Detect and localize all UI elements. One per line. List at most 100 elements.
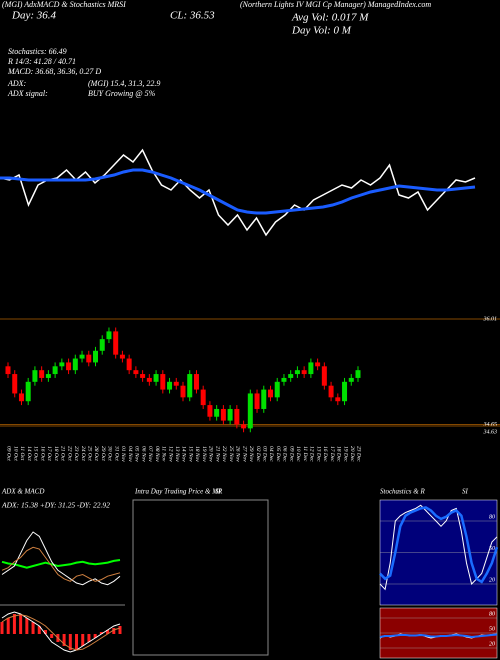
x-tick-label: 17 Dec bbox=[329, 446, 335, 462]
candle-body bbox=[261, 389, 267, 409]
candle-body bbox=[93, 350, 98, 363]
line-series bbox=[0, 148, 476, 237]
adx-text: ADX: bbox=[7, 79, 27, 88]
x-tick-label: 27 Nov bbox=[241, 446, 247, 462]
x-tick-label: 14 Nov bbox=[181, 446, 188, 462]
macd-bar bbox=[25, 618, 29, 634]
x-tick-label: 22 Oct bbox=[66, 446, 72, 461]
x-tick-label: 02 Dec bbox=[255, 446, 261, 462]
macd-bar bbox=[106, 630, 110, 634]
candle-body bbox=[133, 370, 139, 375]
adx-signal-label: ADX signal: bbox=[7, 89, 48, 98]
candle-body bbox=[207, 405, 213, 417]
rsi-text: R 14/3: 41.28 / 40.71 bbox=[7, 57, 76, 66]
candle-body bbox=[119, 354, 125, 359]
panel-title: Intra Day Trading Price & MR bbox=[134, 488, 223, 496]
adx-values: (MGI) 15.4, 31.3, 22.9 bbox=[88, 79, 160, 88]
y-tick-label: 50 bbox=[489, 626, 495, 632]
candle-body bbox=[86, 354, 92, 363]
candle-body bbox=[99, 339, 105, 351]
candle-body bbox=[241, 424, 247, 429]
x-tick-label: 05 Nov bbox=[134, 446, 140, 462]
panel-title-2: SI bbox=[462, 488, 469, 496]
panel-title: Stochastics & R bbox=[380, 488, 425, 496]
macd-bar bbox=[12, 614, 16, 634]
candle-body bbox=[59, 362, 65, 367]
x-tick-label: 26 Nov bbox=[235, 446, 241, 462]
macd-bar bbox=[118, 626, 122, 634]
line-series bbox=[1, 531, 121, 586]
level-label: 36.01 bbox=[483, 316, 498, 322]
macd-bar bbox=[37, 626, 41, 634]
macd-bar bbox=[50, 634, 54, 638]
x-tick-label: 31 Oct bbox=[113, 445, 119, 461]
macd-bar bbox=[81, 634, 85, 646]
candle-body bbox=[274, 381, 280, 398]
panel-title: ADX & MACD bbox=[1, 488, 44, 496]
macd-bar bbox=[112, 628, 116, 634]
line-series bbox=[1, 546, 121, 582]
x-tick-label: 11 Dec bbox=[302, 446, 308, 462]
panel-subtitle: ADX: 15.38 +DY: 31.25 -DY: 22.92 bbox=[1, 501, 110, 510]
macd-bar bbox=[75, 634, 79, 650]
candle-body bbox=[12, 374, 18, 394]
x-tick-label: 29 Nov bbox=[248, 446, 254, 462]
candle-body bbox=[288, 374, 294, 378]
candle-body bbox=[113, 331, 119, 355]
header-day-vol: Day Vol: 0 M bbox=[291, 25, 352, 37]
candle-body bbox=[5, 366, 11, 375]
macd-bar bbox=[99, 632, 103, 634]
y-tick-label: 20 bbox=[489, 641, 495, 647]
x-tick-label: 19 Dec bbox=[342, 446, 348, 462]
x-tick-label: 22 Nov bbox=[221, 446, 227, 462]
candle-body bbox=[146, 377, 152, 382]
x-tick-label: 16 Oct bbox=[39, 446, 45, 461]
x-tick-label: 16 Dec bbox=[322, 446, 328, 462]
x-tick-label: 21 Nov bbox=[214, 446, 220, 462]
x-tick-label: 23 Dec bbox=[356, 446, 362, 462]
candle-body bbox=[200, 389, 206, 406]
line-series bbox=[0, 168, 476, 215]
candle-body bbox=[193, 374, 199, 390]
x-tick-label: 13 Nov bbox=[174, 446, 180, 462]
candle-body bbox=[247, 393, 253, 429]
level-label: 34.65 bbox=[483, 421, 498, 428]
intraday-panel bbox=[132, 499, 269, 656]
candle-body bbox=[180, 385, 186, 398]
x-tick-label: 18 Oct bbox=[53, 446, 59, 461]
candle-body bbox=[52, 366, 58, 375]
candle-body bbox=[66, 362, 72, 371]
stoch-text: Stochastics: 66.49 bbox=[8, 47, 67, 56]
x-tick-label: 07 Nov bbox=[147, 446, 153, 462]
macd-bar bbox=[87, 634, 91, 642]
candle-body bbox=[268, 389, 273, 398]
x-tick-label: 11 Oct bbox=[19, 446, 25, 461]
x-tick-label: 20 Dec bbox=[349, 446, 355, 462]
x-tick-label: 20 Nov bbox=[208, 446, 214, 462]
x-tick-label: 17 Oct bbox=[46, 446, 52, 461]
x-tick-label: 25 Oct bbox=[87, 446, 93, 461]
candle-body bbox=[167, 381, 173, 390]
macd-bar bbox=[62, 634, 66, 646]
candle-body bbox=[348, 377, 354, 382]
candle-body bbox=[18, 393, 24, 402]
candle-body bbox=[32, 370, 38, 382]
macd-bar bbox=[19, 614, 23, 634]
x-tick-label: 19 Nov bbox=[201, 446, 207, 462]
candle-body bbox=[301, 370, 307, 375]
candle-body bbox=[173, 381, 179, 386]
x-tick-label: 06 Nov bbox=[140, 446, 146, 462]
candle-body bbox=[214, 408, 220, 417]
candle-body bbox=[160, 374, 166, 390]
candle-body bbox=[126, 358, 132, 371]
candle-body bbox=[153, 374, 159, 382]
x-tick-label: 10 Oct bbox=[12, 446, 18, 461]
candle-body bbox=[355, 370, 361, 378]
candle-body bbox=[39, 370, 45, 378]
candle-body bbox=[335, 397, 341, 402]
x-tick-label: 09 Dec bbox=[288, 446, 294, 462]
y-tick-label: 80 bbox=[489, 514, 495, 520]
macd-bar bbox=[0, 622, 4, 634]
x-tick-label: 04 Nov bbox=[127, 446, 134, 462]
